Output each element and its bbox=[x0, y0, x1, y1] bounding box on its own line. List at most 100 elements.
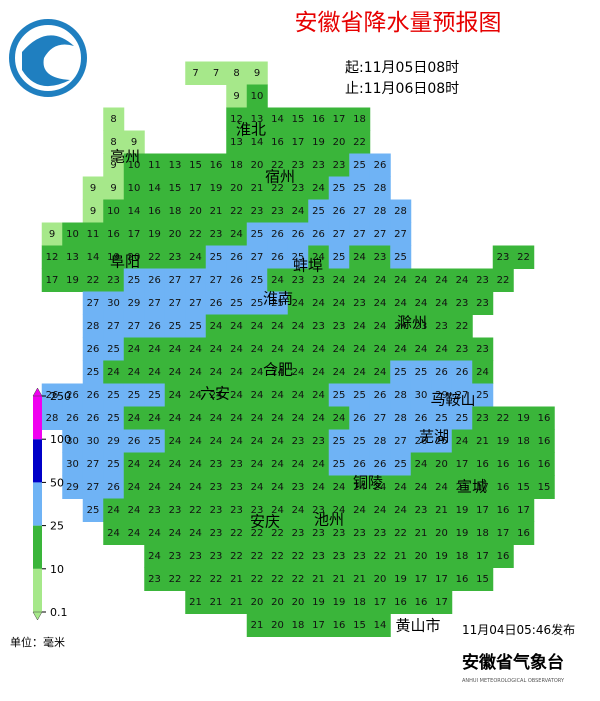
grid-cell bbox=[103, 268, 125, 292]
grid-cell bbox=[103, 521, 125, 545]
grid-cell bbox=[431, 337, 453, 361]
grid-cell bbox=[287, 107, 309, 131]
grid-value: 20 bbox=[271, 620, 284, 631]
grid-value: 14 bbox=[374, 620, 387, 631]
grid-cell bbox=[287, 360, 309, 384]
grid-value: 23 bbox=[333, 551, 346, 562]
grid-cell bbox=[103, 475, 125, 499]
grid-value: 30 bbox=[415, 390, 428, 401]
grid-cell bbox=[390, 452, 412, 476]
grid-value: 24 bbox=[271, 344, 284, 355]
grid-cell bbox=[472, 429, 494, 453]
grid-cell bbox=[205, 153, 227, 177]
grid-cell bbox=[144, 337, 166, 361]
grid-value: 24 bbox=[435, 482, 448, 493]
grid-cell bbox=[226, 452, 248, 476]
grid-value: 22 bbox=[230, 551, 243, 562]
grid-value: 22 bbox=[87, 275, 100, 286]
grid-cell bbox=[431, 498, 453, 522]
grid-value: 29 bbox=[66, 482, 79, 493]
grid-value: 16 bbox=[148, 206, 161, 217]
grid-value: 24 bbox=[374, 367, 387, 378]
grid-cell bbox=[451, 452, 473, 476]
grid-cell bbox=[287, 521, 309, 545]
grid-cell bbox=[82, 222, 104, 246]
grid-cell bbox=[144, 268, 166, 292]
grid-value: 25 bbox=[251, 229, 264, 240]
grid-cell bbox=[472, 544, 494, 568]
grid-value: 26 bbox=[374, 160, 387, 171]
grid-cell bbox=[492, 544, 514, 568]
grid-cell bbox=[287, 153, 309, 177]
grid-value: 18 bbox=[456, 551, 469, 562]
logo bbox=[9, 19, 87, 97]
grid-value: 24 bbox=[394, 505, 407, 516]
grid-value: 24 bbox=[435, 275, 448, 286]
grid-cell bbox=[246, 383, 268, 407]
grid-cell bbox=[390, 291, 412, 315]
grid-value: 23 bbox=[374, 528, 387, 539]
grid-cell bbox=[41, 268, 63, 292]
grid-value: 26 bbox=[271, 229, 284, 240]
grid-cell bbox=[533, 475, 555, 499]
grid-value: 17 bbox=[497, 528, 510, 539]
grid-value: 17 bbox=[476, 482, 489, 493]
grid-value: 9 bbox=[90, 206, 96, 217]
grid-value: 28 bbox=[46, 413, 59, 424]
grid-cell bbox=[349, 567, 371, 591]
grid-value: 24 bbox=[271, 413, 284, 424]
grid-value: 23 bbox=[476, 413, 489, 424]
grid-value: 8 bbox=[110, 114, 116, 125]
grid-cell bbox=[267, 291, 289, 315]
grid-value: 27 bbox=[189, 298, 202, 309]
grid-cell bbox=[144, 567, 166, 591]
grid-value: 10 bbox=[66, 229, 79, 240]
grid-cell bbox=[431, 291, 453, 315]
grid-cell bbox=[205, 544, 227, 568]
grid-cell bbox=[205, 567, 227, 591]
grid-cell bbox=[328, 176, 350, 200]
grid-cell bbox=[205, 452, 227, 476]
grid-value: 16 bbox=[497, 482, 510, 493]
grid-value: 23 bbox=[292, 436, 305, 447]
grid-value: 24 bbox=[189, 367, 202, 378]
grid-cell bbox=[451, 268, 473, 292]
grid-cell bbox=[513, 245, 535, 269]
grid-value: 25 bbox=[312, 206, 325, 217]
grid-value: 24 bbox=[271, 390, 284, 401]
grid-cell bbox=[431, 406, 453, 430]
grid-value: 22 bbox=[189, 505, 202, 516]
grid-cell bbox=[164, 521, 186, 545]
grid-cell bbox=[328, 360, 350, 384]
grid-value: 22 bbox=[169, 574, 182, 585]
agency-en: ANHUI METEOROLOGICAL OBSERVATORY bbox=[462, 678, 565, 684]
grid-value: 24 bbox=[415, 275, 428, 286]
grid-value: 24 bbox=[312, 459, 325, 470]
grid-value: 25 bbox=[271, 298, 284, 309]
grid-cell bbox=[103, 360, 125, 384]
grid-cell bbox=[492, 498, 514, 522]
grid-value: 13 bbox=[230, 137, 243, 148]
grid-value: 24 bbox=[394, 275, 407, 286]
grid-cell bbox=[328, 567, 350, 591]
grid-value: 23 bbox=[353, 528, 366, 539]
grid-cell bbox=[185, 291, 207, 315]
grid-value: 21 bbox=[251, 183, 264, 194]
grid-value: 21 bbox=[476, 436, 489, 447]
grid-cell bbox=[144, 406, 166, 430]
grid-cell bbox=[349, 383, 371, 407]
grid-value: 23 bbox=[292, 528, 305, 539]
grid-value: 16 bbox=[497, 505, 510, 516]
grid-value: 25 bbox=[353, 160, 366, 171]
grid-value: 24 bbox=[394, 321, 407, 332]
grid-cell bbox=[369, 176, 391, 200]
grid-cell bbox=[144, 222, 166, 246]
grid-cell bbox=[185, 567, 207, 591]
city: 宿州 bbox=[265, 168, 295, 186]
grid-value: 19 bbox=[517, 413, 530, 424]
grid-value: 22 bbox=[374, 551, 387, 562]
city-labels: 亳州 淮北 宿州 阜阳 蚌埠 淮南 滁州 合肥 六安 马鞍山 芜湖 铜陵 宣城 … bbox=[110, 121, 487, 635]
grid-value: 27 bbox=[394, 229, 407, 240]
grid-value: 24 bbox=[251, 321, 264, 332]
grid-value: 22 bbox=[456, 321, 469, 332]
